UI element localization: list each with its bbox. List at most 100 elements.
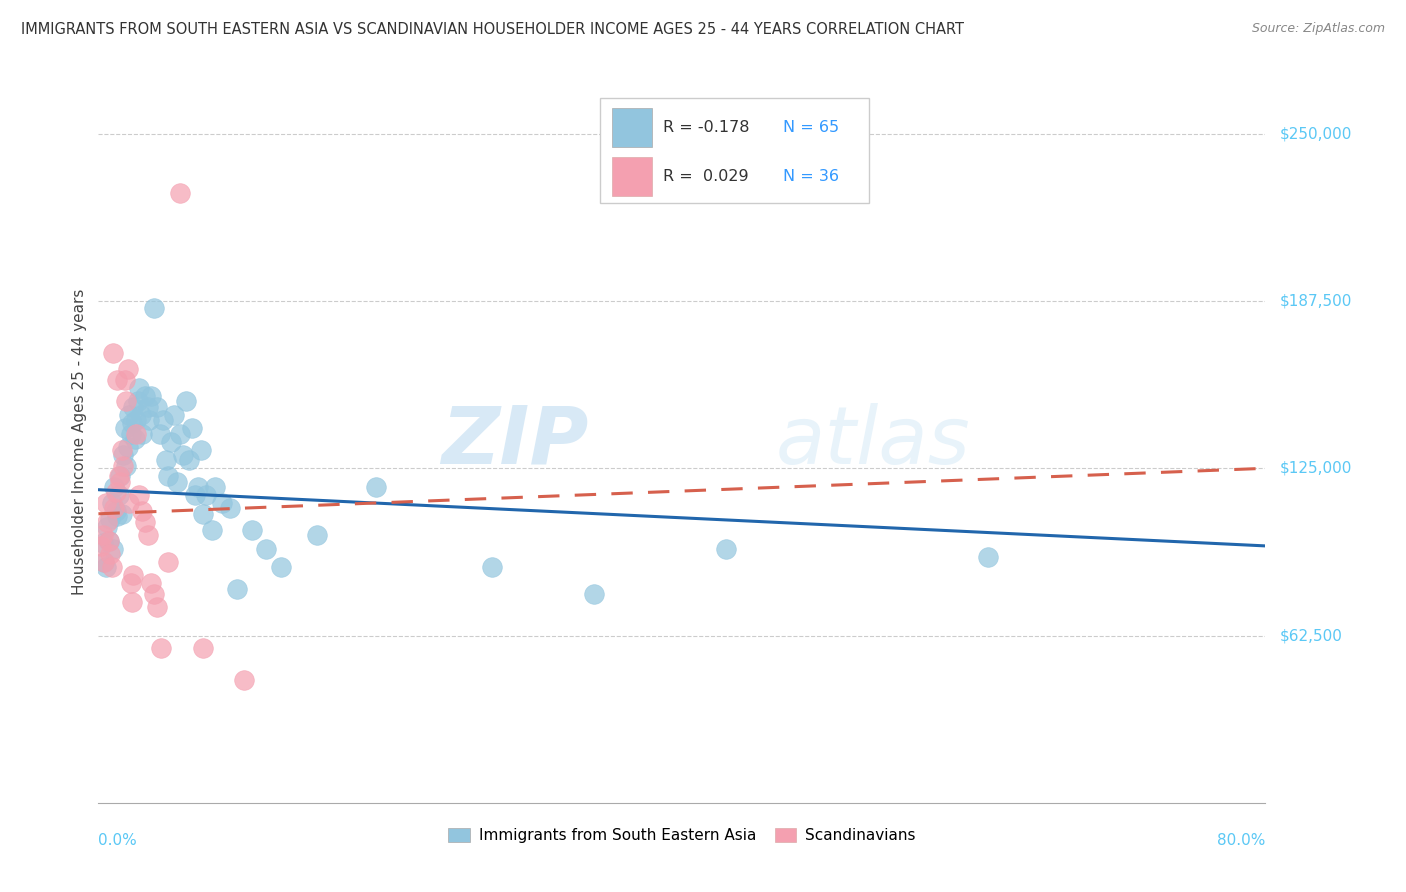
- Point: [157, 555, 180, 569]
- Text: $125,000: $125,000: [1279, 461, 1351, 475]
- Text: N = 65: N = 65: [783, 120, 839, 135]
- Point: [114, 421, 136, 435]
- Point: [96, 515, 118, 529]
- Point: [93, 555, 115, 569]
- Point: [117, 440, 139, 454]
- Point: [121, 595, 143, 609]
- Point: [136, 528, 159, 542]
- Point: [127, 394, 149, 409]
- Legend: Immigrants from South Eastern Asia, Scandinavians: Immigrants from South Eastern Asia, Scan…: [441, 822, 922, 849]
- Point: [136, 400, 159, 414]
- Point: [149, 426, 172, 441]
- Text: 80.0%: 80.0%: [1218, 833, 1265, 848]
- Text: $62,500: $62,500: [1279, 628, 1343, 643]
- Point: [226, 582, 249, 596]
- Point: [364, 480, 387, 494]
- Point: [101, 346, 124, 360]
- Point: [134, 515, 156, 529]
- Point: [112, 448, 135, 462]
- Point: [233, 673, 256, 687]
- Point: [103, 480, 125, 494]
- Point: [91, 528, 114, 542]
- Point: [105, 509, 128, 524]
- Point: [104, 504, 127, 518]
- Point: [98, 512, 121, 526]
- Point: [108, 469, 131, 483]
- Point: [111, 507, 134, 521]
- Point: [124, 432, 146, 446]
- Point: [155, 453, 177, 467]
- Point: [103, 501, 125, 516]
- Point: [157, 469, 180, 483]
- Point: [128, 488, 150, 502]
- Point: [114, 373, 136, 387]
- Text: 0.0%: 0.0%: [98, 833, 138, 848]
- Text: IMMIGRANTS FROM SOUTH EASTERN ASIA VS SCANDINAVIAN HOUSEHOLDER INCOME AGES 25 - : IMMIGRANTS FROM SOUTH EASTERN ASIA VS SC…: [21, 22, 965, 37]
- Point: [211, 496, 233, 510]
- Point: [218, 501, 240, 516]
- Point: [128, 381, 150, 395]
- Text: $250,000: $250,000: [1279, 127, 1351, 141]
- Point: [94, 560, 117, 574]
- Point: [254, 541, 277, 556]
- Y-axis label: Householder Income Ages 25 - 44 years: Householder Income Ages 25 - 44 years: [72, 288, 87, 595]
- Point: [270, 560, 292, 574]
- Point: [152, 413, 174, 427]
- Point: [139, 576, 162, 591]
- Text: R = -0.178: R = -0.178: [664, 120, 749, 135]
- Point: [122, 400, 145, 414]
- Point: [142, 587, 165, 601]
- Text: ZIP: ZIP: [441, 402, 589, 481]
- Point: [193, 640, 215, 655]
- Point: [204, 480, 226, 494]
- Point: [240, 523, 263, 537]
- Point: [97, 533, 120, 548]
- Point: [118, 496, 141, 510]
- Point: [174, 394, 197, 409]
- Point: [129, 408, 152, 422]
- Point: [121, 416, 143, 430]
- Point: [172, 448, 194, 462]
- Point: [169, 426, 191, 441]
- Point: [150, 640, 173, 655]
- Point: [146, 600, 169, 615]
- Point: [110, 469, 132, 483]
- Point: [180, 421, 202, 435]
- Point: [91, 536, 114, 550]
- Point: [122, 568, 145, 582]
- Point: [115, 394, 138, 409]
- Point: [183, 488, 205, 502]
- Point: [169, 186, 191, 200]
- Point: [166, 475, 188, 489]
- Point: [138, 413, 160, 427]
- Point: [190, 442, 212, 457]
- Point: [112, 458, 135, 473]
- Point: [101, 541, 124, 556]
- Point: [977, 549, 1000, 564]
- Point: [100, 560, 122, 574]
- Point: [142, 301, 165, 315]
- Text: $187,500: $187,500: [1279, 293, 1351, 309]
- Point: [195, 488, 218, 502]
- Point: [118, 408, 141, 422]
- Point: [117, 362, 139, 376]
- Point: [120, 426, 142, 441]
- Point: [583, 587, 606, 601]
- FancyBboxPatch shape: [612, 157, 651, 196]
- Point: [134, 389, 156, 403]
- Point: [100, 496, 122, 510]
- Text: N = 36: N = 36: [783, 169, 839, 184]
- Point: [120, 576, 142, 591]
- Point: [131, 504, 153, 518]
- Text: atlas: atlas: [775, 402, 970, 481]
- Point: [108, 488, 131, 502]
- Text: Source: ZipAtlas.com: Source: ZipAtlas.com: [1251, 22, 1385, 36]
- FancyBboxPatch shape: [600, 98, 869, 203]
- Point: [111, 442, 134, 457]
- Point: [93, 555, 115, 569]
- Point: [97, 533, 120, 548]
- Point: [201, 523, 224, 537]
- Point: [131, 426, 153, 441]
- Point: [115, 458, 138, 473]
- Point: [105, 373, 128, 387]
